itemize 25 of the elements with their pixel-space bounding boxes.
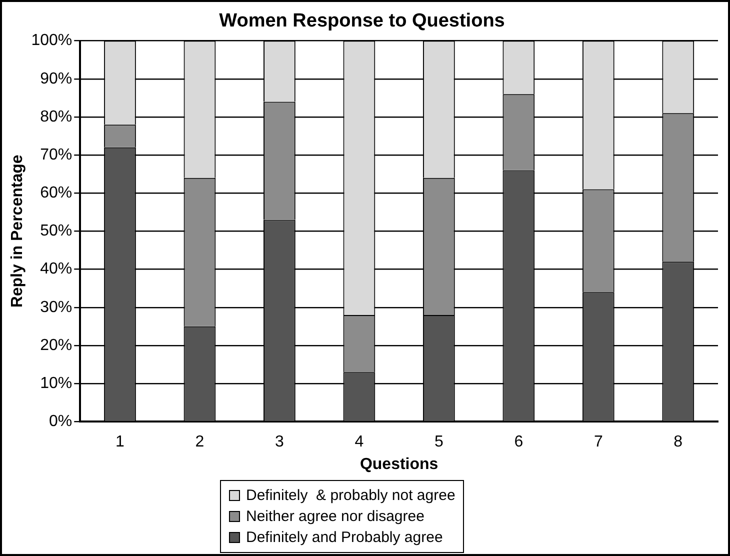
y-axis-title: Reply in Percentage <box>9 154 26 308</box>
x-tick-label: 7 <box>594 434 603 451</box>
y-tick-label: 20% <box>40 336 72 354</box>
y-tick-label: 70% <box>40 146 72 164</box>
y-tick-label: 100% <box>31 32 72 50</box>
y-tick-label: 0% <box>48 413 72 430</box>
legend-label: Definitely and Probably agree <box>246 528 443 548</box>
x-tick-label: 8 <box>674 434 683 451</box>
legend-label: Definitely & probably not agree <box>246 486 456 506</box>
x-tick-label: 4 <box>354 434 364 451</box>
y-tick-label: 60% <box>40 184 72 202</box>
legend-label: Neither agree nor disagree <box>246 507 424 527</box>
x-tick-label: 5 <box>434 434 444 451</box>
y-tick-label: 50% <box>40 222 72 240</box>
chart-title: Women Response to Questions <box>219 10 505 32</box>
y-tick-label: 30% <box>40 298 72 316</box>
x-tick-label: 2 <box>195 434 204 451</box>
x-tick-label: 6 <box>514 434 524 451</box>
y-tick-label: 10% <box>40 374 72 392</box>
x-axis-title: Questions <box>360 456 438 473</box>
y-tick-label: 40% <box>40 260 72 278</box>
x-tick-label: 3 <box>275 434 284 451</box>
x-tick-label: 1 <box>116 434 125 451</box>
y-tick-label: 80% <box>40 108 72 126</box>
y-tick-label: 90% <box>40 70 72 88</box>
